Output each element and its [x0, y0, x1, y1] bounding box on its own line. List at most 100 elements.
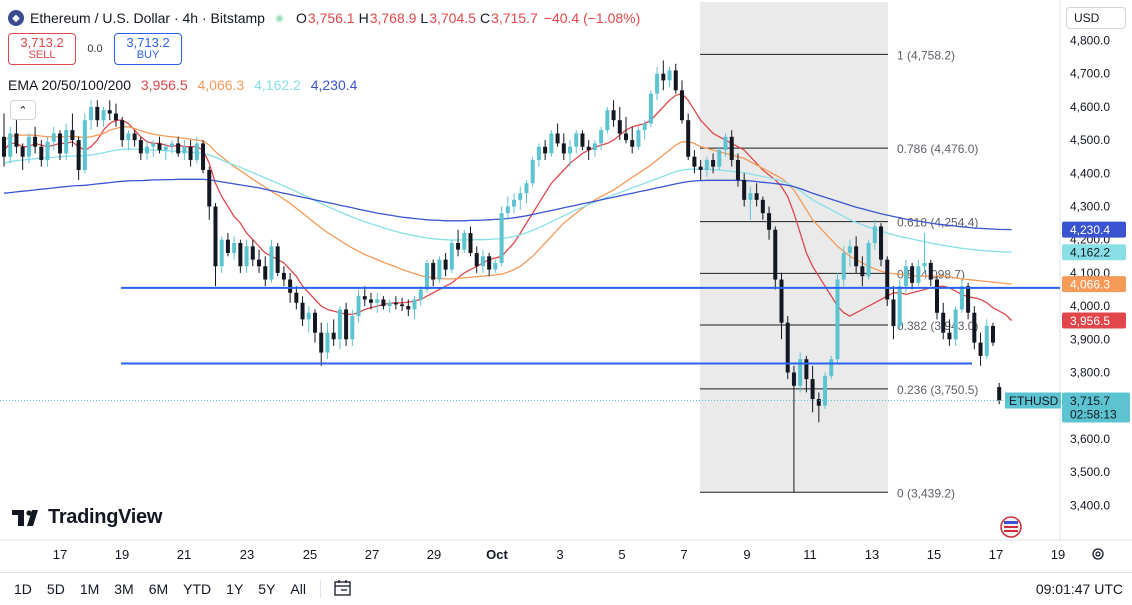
- candle: [966, 282, 971, 320]
- brand-name: TradingView: [48, 506, 163, 528]
- candle-body: [847, 246, 852, 253]
- candle: [120, 116, 125, 147]
- symbol-title[interactable]: Ethereum / U.S. Dollar · 4h · Bitstamp: [30, 10, 265, 26]
- candle-body: [449, 243, 454, 270]
- candle-body: [661, 73, 666, 81]
- candle: [692, 150, 697, 174]
- candle: [530, 156, 535, 187]
- sell-button[interactable]: 3,713.2 SELL: [8, 33, 76, 65]
- candle: [487, 252, 492, 277]
- candle: [188, 140, 193, 167]
- candle: [568, 140, 573, 167]
- candle-body: [959, 286, 964, 310]
- candle: [437, 256, 442, 283]
- ema200-value: 4,230.4: [310, 77, 358, 93]
- candle: [26, 133, 31, 164]
- price-tag-bg: [1062, 221, 1126, 238]
- price-tag-bg: [1062, 312, 1126, 329]
- candle-body: [45, 141, 50, 161]
- candle-body: [412, 299, 417, 310]
- date-range-icon[interactable]: [333, 579, 353, 600]
- candle: [169, 140, 174, 154]
- settings-gear-icon[interactable]: [1092, 548, 1104, 560]
- range-1m[interactable]: 1M: [79, 581, 100, 597]
- ema-legend[interactable]: EMA 20/50/100/200 3,956.5 4,066.3 4,162.…: [8, 77, 363, 93]
- candle-body: [903, 266, 908, 287]
- ema-legend-label: EMA 20/50/100/200: [8, 77, 131, 93]
- candle: [82, 113, 87, 174]
- candle-body: [897, 286, 902, 327]
- candle: [207, 166, 212, 220]
- candle-body: [885, 259, 890, 300]
- candle: [611, 100, 616, 127]
- candle: [928, 259, 933, 287]
- candle: [368, 292, 373, 310]
- candle-body: [474, 252, 479, 267]
- candle: [194, 136, 199, 164]
- candle-body: [350, 316, 355, 340]
- symbol-header[interactable]: ◆ Ethereum / U.S. Dollar · 4h · Bitstamp…: [8, 9, 640, 27]
- candle: [704, 156, 709, 177]
- range-5y[interactable]: 5Y: [258, 581, 276, 597]
- candle: [835, 272, 840, 363]
- candle: [244, 239, 249, 273]
- range-1d[interactable]: 1D: [14, 581, 32, 597]
- change-value: −40.4 (−1.08%): [543, 10, 641, 26]
- low-label: L: [420, 10, 429, 26]
- candle: [518, 186, 523, 210]
- candle: [524, 179, 529, 204]
- candle: [14, 120, 19, 154]
- candle-body: [169, 143, 174, 147]
- candle-body: [368, 299, 373, 303]
- candle: [891, 286, 896, 340]
- utc-clock[interactable]: 09:01:47 UTC: [1035, 581, 1123, 597]
- currency-selector[interactable]: USD: [1066, 7, 1126, 29]
- candle-body: [493, 262, 498, 270]
- open-value: 3,756.1: [307, 10, 355, 26]
- candle: [630, 126, 635, 154]
- candle: [679, 80, 684, 124]
- high-label: H: [358, 10, 369, 26]
- candle-body: [70, 130, 75, 141]
- y-tick-label: 3,600.0: [1070, 432, 1110, 446]
- candle: [791, 365, 796, 493]
- x-tick-label: 3: [556, 547, 563, 562]
- candle-body: [810, 379, 815, 400]
- range-6m[interactable]: 6M: [148, 581, 169, 597]
- candle-body: [910, 266, 915, 283]
- candle-body: [281, 272, 286, 280]
- candle: [748, 186, 753, 220]
- candle-body: [686, 120, 691, 157]
- candle: [617, 106, 622, 141]
- candle: [201, 140, 206, 174]
- x-tick-label: 17: [989, 547, 1003, 562]
- candle: [592, 140, 597, 157]
- ema20-value: 3,956.5: [140, 77, 188, 93]
- candle-body: [779, 279, 784, 323]
- tradingview-logo[interactable]: TradingView: [12, 506, 162, 529]
- range-3m[interactable]: 3M: [114, 581, 134, 597]
- candle: [760, 196, 765, 220]
- event-flag-icon[interactable]: [1000, 516, 1022, 538]
- x-tick-label: 9: [743, 547, 750, 562]
- price-tag: 4,230.4: [1062, 221, 1126, 238]
- candle: [393, 296, 398, 310]
- candle: [8, 126, 13, 164]
- candle-body: [337, 309, 342, 340]
- candle: [331, 319, 336, 346]
- range-all[interactable]: All: [290, 581, 306, 597]
- range-5d[interactable]: 5D: [46, 581, 65, 597]
- candle-body: [512, 199, 517, 207]
- candle-body: [841, 252, 846, 280]
- event-flag-stripe: [1004, 530, 1018, 532]
- candle-body: [344, 309, 349, 340]
- range-ytd[interactable]: YTD: [183, 581, 212, 597]
- candle-body: [599, 130, 604, 144]
- collapse-legend-button[interactable]: ⌃: [10, 100, 36, 120]
- range-1y[interactable]: 1Y: [226, 581, 244, 597]
- candle: [95, 100, 100, 127]
- candle-body: [8, 133, 13, 157]
- fib-label-0-236: 0.236 (3,750.5): [897, 383, 978, 397]
- buy-button[interactable]: 3,713.2 BUY: [114, 33, 182, 65]
